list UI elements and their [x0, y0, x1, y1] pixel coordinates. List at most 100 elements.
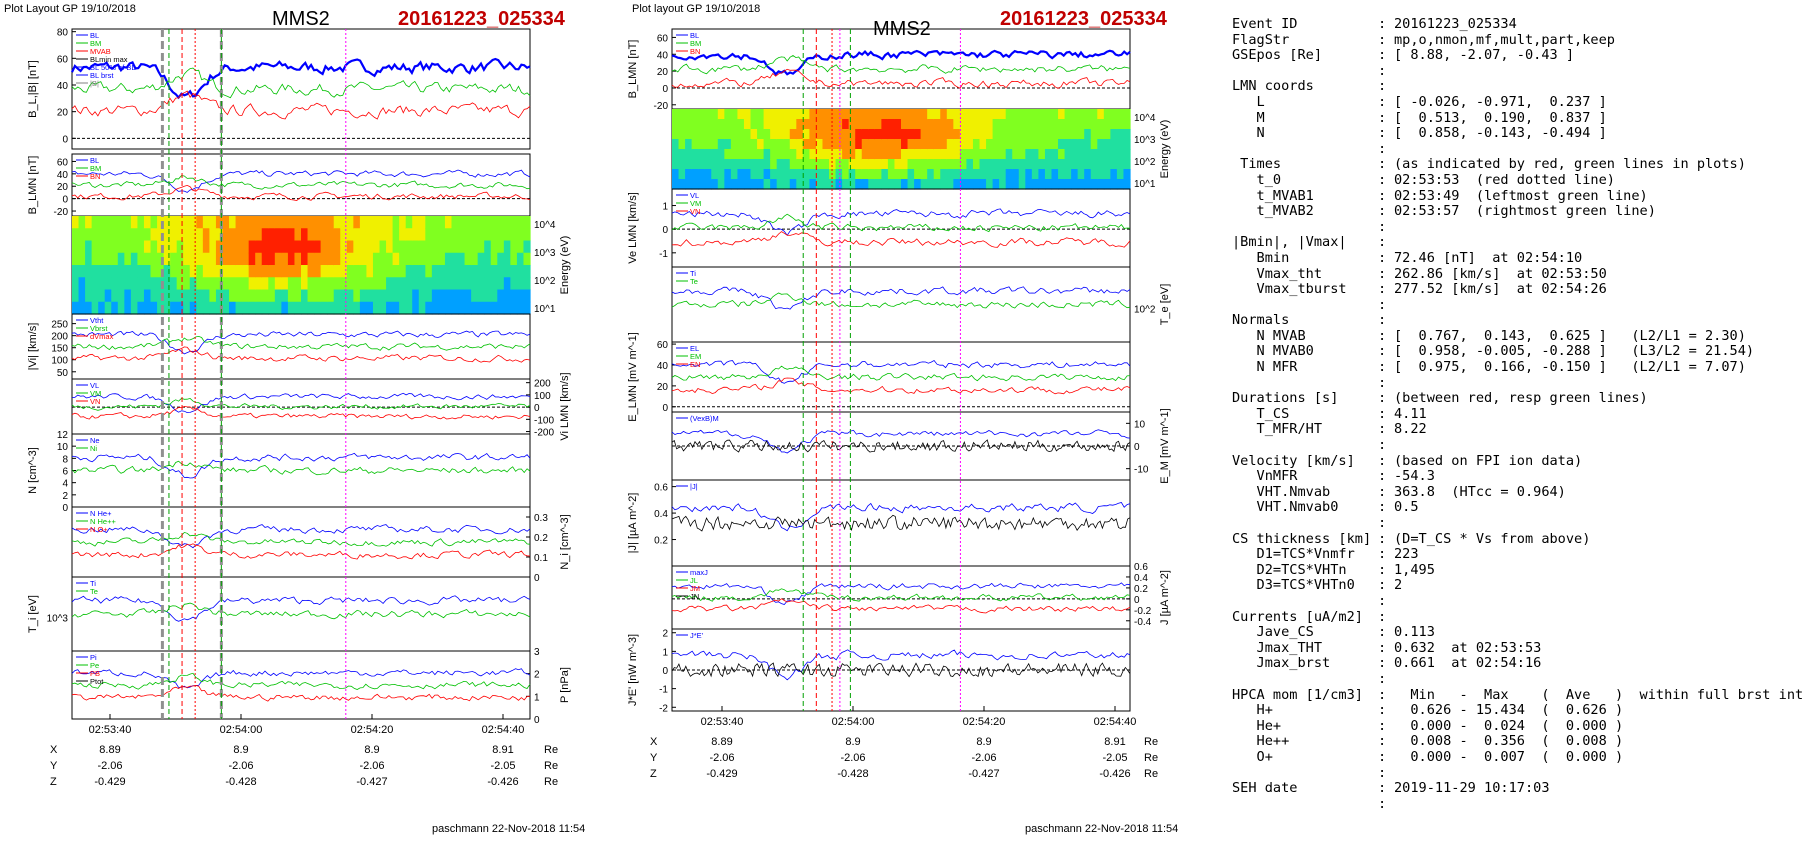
- y-axis-label: T_i [eV]: [27, 595, 39, 633]
- info-row: :: [1232, 593, 1803, 610]
- heatmap-cell: [953, 179, 961, 190]
- data-series: [671, 292, 1131, 309]
- info-row: GSEpos [Re]:[ 8.88, -2.07, -0.43 ]: [1232, 47, 1803, 64]
- heatmap-cell: [346, 289, 354, 303]
- heatmap-cell: [523, 216, 531, 229]
- info-colon: :: [1378, 390, 1387, 407]
- heatmap-cell: [1012, 139, 1020, 150]
- info-key: D3=TCS*VHTn0: [1232, 577, 1355, 594]
- heatmap-cell: [1005, 169, 1013, 180]
- heatmap-cell: [914, 159, 922, 170]
- info-value: [ 0.958, -0.005, -0.288 ] (L3/L2 = 21.54…: [1394, 343, 1755, 360]
- heatmap-cell: [698, 159, 706, 170]
- heatmap-cell: [464, 277, 472, 291]
- heatmap-cell: [750, 169, 758, 180]
- heatmap-cell: [130, 301, 139, 315]
- heatmap-cell: [202, 301, 210, 315]
- heatmap-cell: [1097, 179, 1105, 190]
- heatmap-cell: [861, 169, 869, 180]
- heatmap-cell: [248, 301, 256, 315]
- heatmap-cell: [294, 240, 302, 254]
- heatmap-cell: [163, 277, 171, 291]
- heatmap-cell: [320, 252, 328, 266]
- heatmap-cell: [874, 179, 882, 190]
- middle-event-id: 20161223_025334: [1000, 8, 1167, 30]
- heatmap-cell: [111, 301, 119, 315]
- heatmap-cell: [405, 216, 413, 229]
- heatmap-cell: [672, 119, 680, 130]
- heatmap-cell: [471, 265, 479, 278]
- heatmap-cell: [881, 139, 889, 150]
- heatmap-cell: [183, 265, 191, 278]
- info-row: Currents [uA/m2]:: [1232, 609, 1803, 626]
- info-row: T_MFR/HT:8.22: [1232, 422, 1803, 438]
- heatmap-cell: [1090, 129, 1098, 140]
- heatmap-cell: [789, 179, 797, 190]
- heatmap-cell: [287, 301, 296, 315]
- heatmap-cell: [497, 277, 505, 291]
- left-spacecraft-label: MMS2: [272, 8, 330, 30]
- legend-entry: JM: [690, 584, 700, 593]
- heatmap-cell: [399, 277, 407, 291]
- heatmap-cell: [379, 277, 387, 291]
- heatmap-cell: [104, 277, 112, 291]
- heatmap-cell: [294, 216, 302, 229]
- heatmap-cell: [763, 149, 771, 160]
- heatmap-cell: [379, 289, 387, 303]
- heatmap-cell: [1051, 119, 1059, 130]
- heatmap-cell: [1116, 119, 1125, 130]
- y-tick-label: 60: [57, 157, 69, 168]
- heatmap-cell: [1097, 139, 1105, 150]
- heatmap-cell: [431, 265, 439, 278]
- legend-entry: BM: [690, 39, 701, 48]
- heatmap-cell: [320, 228, 328, 242]
- heatmap-cell: [157, 216, 165, 229]
- heatmap-cell: [490, 289, 498, 303]
- heatmap-cell: [848, 179, 856, 190]
- coord-value: -2.06: [709, 752, 734, 764]
- event-info-panel: Event ID:20161223_025334 FlagStr: mp,o,nmo…: [1232, 16, 1803, 812]
- heatmap-cell: [972, 159, 981, 170]
- heatmap-cell: [809, 119, 817, 130]
- heatmap-cell: [1031, 169, 1039, 180]
- heatmap-cell: [274, 252, 282, 266]
- heatmap-cell: [711, 179, 719, 190]
- info-key: CS thickness [km]: [1232, 530, 1372, 547]
- heatmap-cell: [966, 169, 974, 180]
- data-series: [71, 90, 531, 120]
- heatmap-cell: [359, 216, 368, 229]
- panel-frame: [671, 565, 1131, 630]
- heatmap-cell: [796, 179, 804, 190]
- heatmap-cell: [861, 149, 869, 160]
- x-tick-label: 02:54:20: [963, 716, 1006, 728]
- heatmap-cell: [815, 129, 824, 140]
- heatmap-cell: [281, 289, 289, 303]
- heatmap-cell: [1031, 139, 1039, 150]
- heatmap-cell: [215, 228, 224, 242]
- info-colon: :: [1378, 359, 1387, 376]
- legend-entry: MVAB: [90, 47, 111, 56]
- info-key: N: [1232, 125, 1265, 142]
- heatmap-cell: [848, 119, 856, 130]
- info-row: M:[ 0.513, 0.190, 0.837 ]: [1232, 110, 1803, 127]
- panel-frame: [671, 411, 1131, 481]
- heatmap-cell: [750, 179, 758, 190]
- heatmap-cell: [835, 159, 843, 170]
- y-axis-label: T_e [eV]: [1159, 284, 1171, 326]
- heatmap-cell: [209, 216, 217, 229]
- panel-frame: [671, 28, 1131, 110]
- heatmap-cell: [261, 216, 269, 229]
- heatmap-cell: [516, 216, 525, 229]
- heatmap-cell: [438, 240, 446, 254]
- heatmap-cell: [685, 119, 693, 130]
- heatmap-cell: [170, 277, 178, 291]
- heatmap-cell: [842, 119, 850, 130]
- heatmap-cell: [497, 252, 505, 266]
- heatmap-cell: [789, 169, 797, 180]
- heatmap-cell: [874, 159, 882, 170]
- heatmap-cell: [386, 289, 394, 303]
- heatmap-cell: [490, 228, 498, 242]
- heatmap-cell: [379, 265, 387, 278]
- heatmap-cell: [959, 139, 968, 150]
- heatmap-cell: [412, 252, 420, 266]
